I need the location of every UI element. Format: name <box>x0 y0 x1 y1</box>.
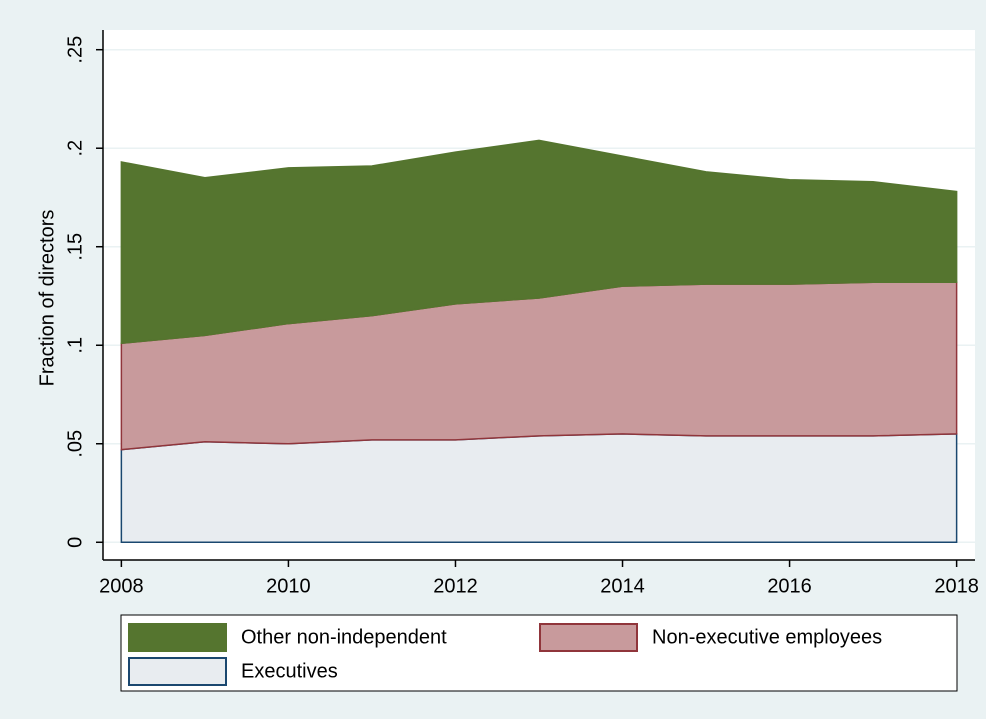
x-tick-label: 2016 <box>767 575 812 597</box>
legend-swatch <box>539 623 638 652</box>
legend-swatch <box>128 623 227 652</box>
x-tick-label: 2008 <box>99 575 144 597</box>
y-tick-label: .25 <box>64 36 86 64</box>
x-tick-label: 2014 <box>600 575 645 597</box>
area <box>120 433 958 544</box>
y-axis-title: Fraction of directors <box>36 210 58 387</box>
y-tick-label: .1 <box>64 337 86 354</box>
x-tick-label: 2018 <box>934 575 979 597</box>
legend-label: Other non-independent <box>241 626 447 648</box>
x-tick-label: 2012 <box>433 575 478 597</box>
y-tick-label: .05 <box>64 430 86 458</box>
legend-label: Executives <box>241 660 338 682</box>
y-tick-label: .15 <box>64 233 86 261</box>
legend-swatch <box>128 657 227 686</box>
legend-label: Non-executive employees <box>652 626 882 648</box>
y-tick-label: .2 <box>64 140 86 157</box>
y-tick-label: 0 <box>64 537 86 548</box>
area <box>120 139 958 345</box>
x-tick-label: 2010 <box>266 575 311 597</box>
